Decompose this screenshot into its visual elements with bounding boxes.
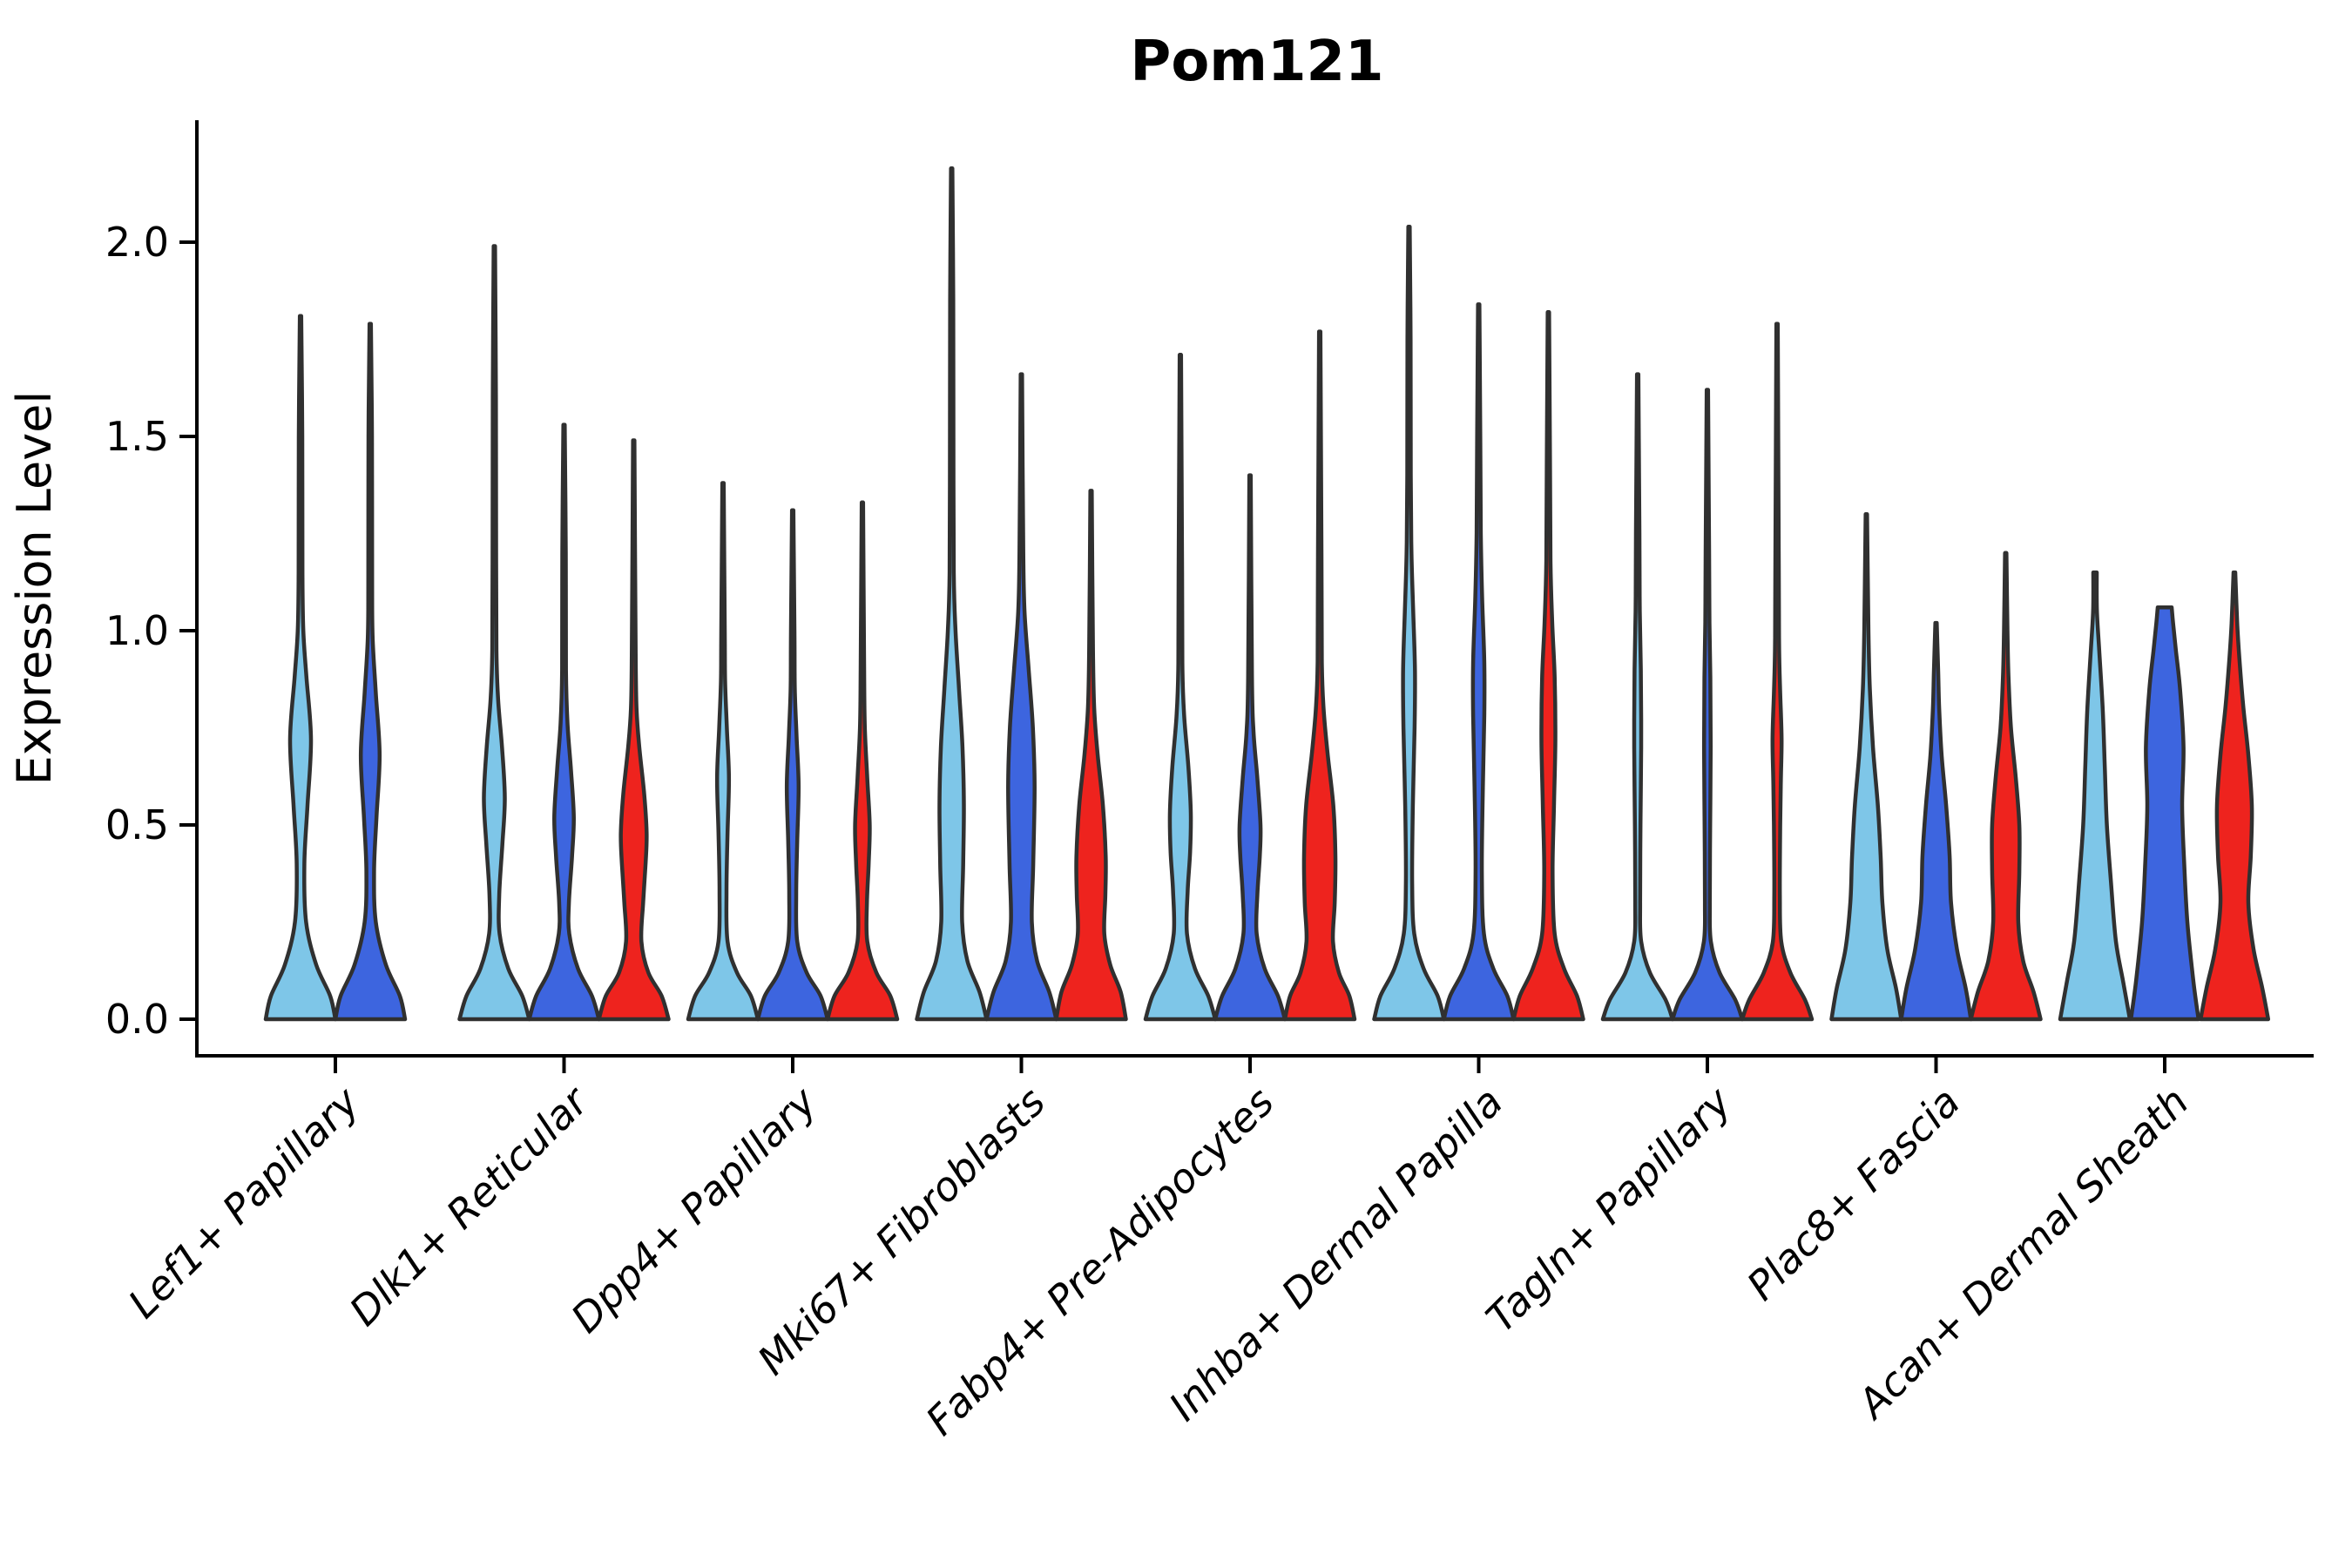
violin-group6-dark_blue — [1442, 302, 1516, 1022]
y-axis-label: Expression Level — [7, 391, 62, 786]
x-tick-label: Dlk1+ Reticular — [341, 1076, 599, 1335]
y-tick-label: 2.0 — [105, 219, 169, 266]
violin-group7-light_blue — [1600, 372, 1675, 1022]
violin-group9-red — [2198, 570, 2271, 1022]
x-axis: Lef1+ Papillary Dlk1+ Reticular Dpp4+ Pa… — [119, 1054, 2314, 1444]
violin-group3-light_blue — [686, 481, 760, 1022]
y-tick-label: 1.0 — [105, 607, 169, 654]
violin-group7-dark_blue — [1670, 388, 1745, 1022]
violin-group2-light_blue — [457, 244, 531, 1022]
y-tick-label: 1.5 — [105, 413, 169, 460]
violin-group5-dark_blue — [1213, 473, 1288, 1022]
y-axis: 0.0 0.5 1.0 1.5 2.0 — [105, 120, 199, 1056]
violin-group4-dark_blue — [984, 372, 1058, 1022]
violin-group6-light_blue — [1372, 224, 1446, 1022]
violin-group6-red — [1511, 310, 1585, 1022]
violin-group4-red — [1054, 489, 1128, 1022]
violin-group7-red — [1740, 321, 1815, 1022]
violin-group1-dark_blue — [333, 321, 408, 1022]
x-tick-label: Dpp4+ Papillary — [562, 1078, 826, 1342]
y-tick-label: 0.5 — [105, 801, 169, 848]
x-tick-label: Tagln+ Papillary — [1477, 1078, 1740, 1342]
violin-group4-light_blue — [915, 166, 989, 1022]
violin-group3-red — [825, 500, 900, 1022]
violin-group8-dark_blue — [1899, 620, 1973, 1022]
x-tick-label: Plac8+ Fascia — [1738, 1078, 1969, 1309]
violin-group1-light_blue — [263, 314, 338, 1022]
violin-group8-light_blue — [1829, 511, 1903, 1022]
violin-group5-red — [1282, 329, 1357, 1022]
violin-group9-dark_blue — [2128, 605, 2201, 1022]
x-tick-label: Lef1+ Papillary — [119, 1078, 368, 1327]
violin-group8-red — [1969, 551, 2043, 1022]
violin-group9-light_blue — [2058, 570, 2132, 1022]
violins — [263, 166, 2271, 1022]
violin-group2-dark_blue — [527, 422, 601, 1022]
y-tick-label: 0.0 — [105, 996, 169, 1043]
violin-group3-dark_blue — [755, 508, 830, 1022]
chart-title: Pom121 — [1130, 30, 1383, 94]
violin-group2-red — [597, 438, 671, 1022]
violin-group5-light_blue — [1143, 353, 1218, 1022]
